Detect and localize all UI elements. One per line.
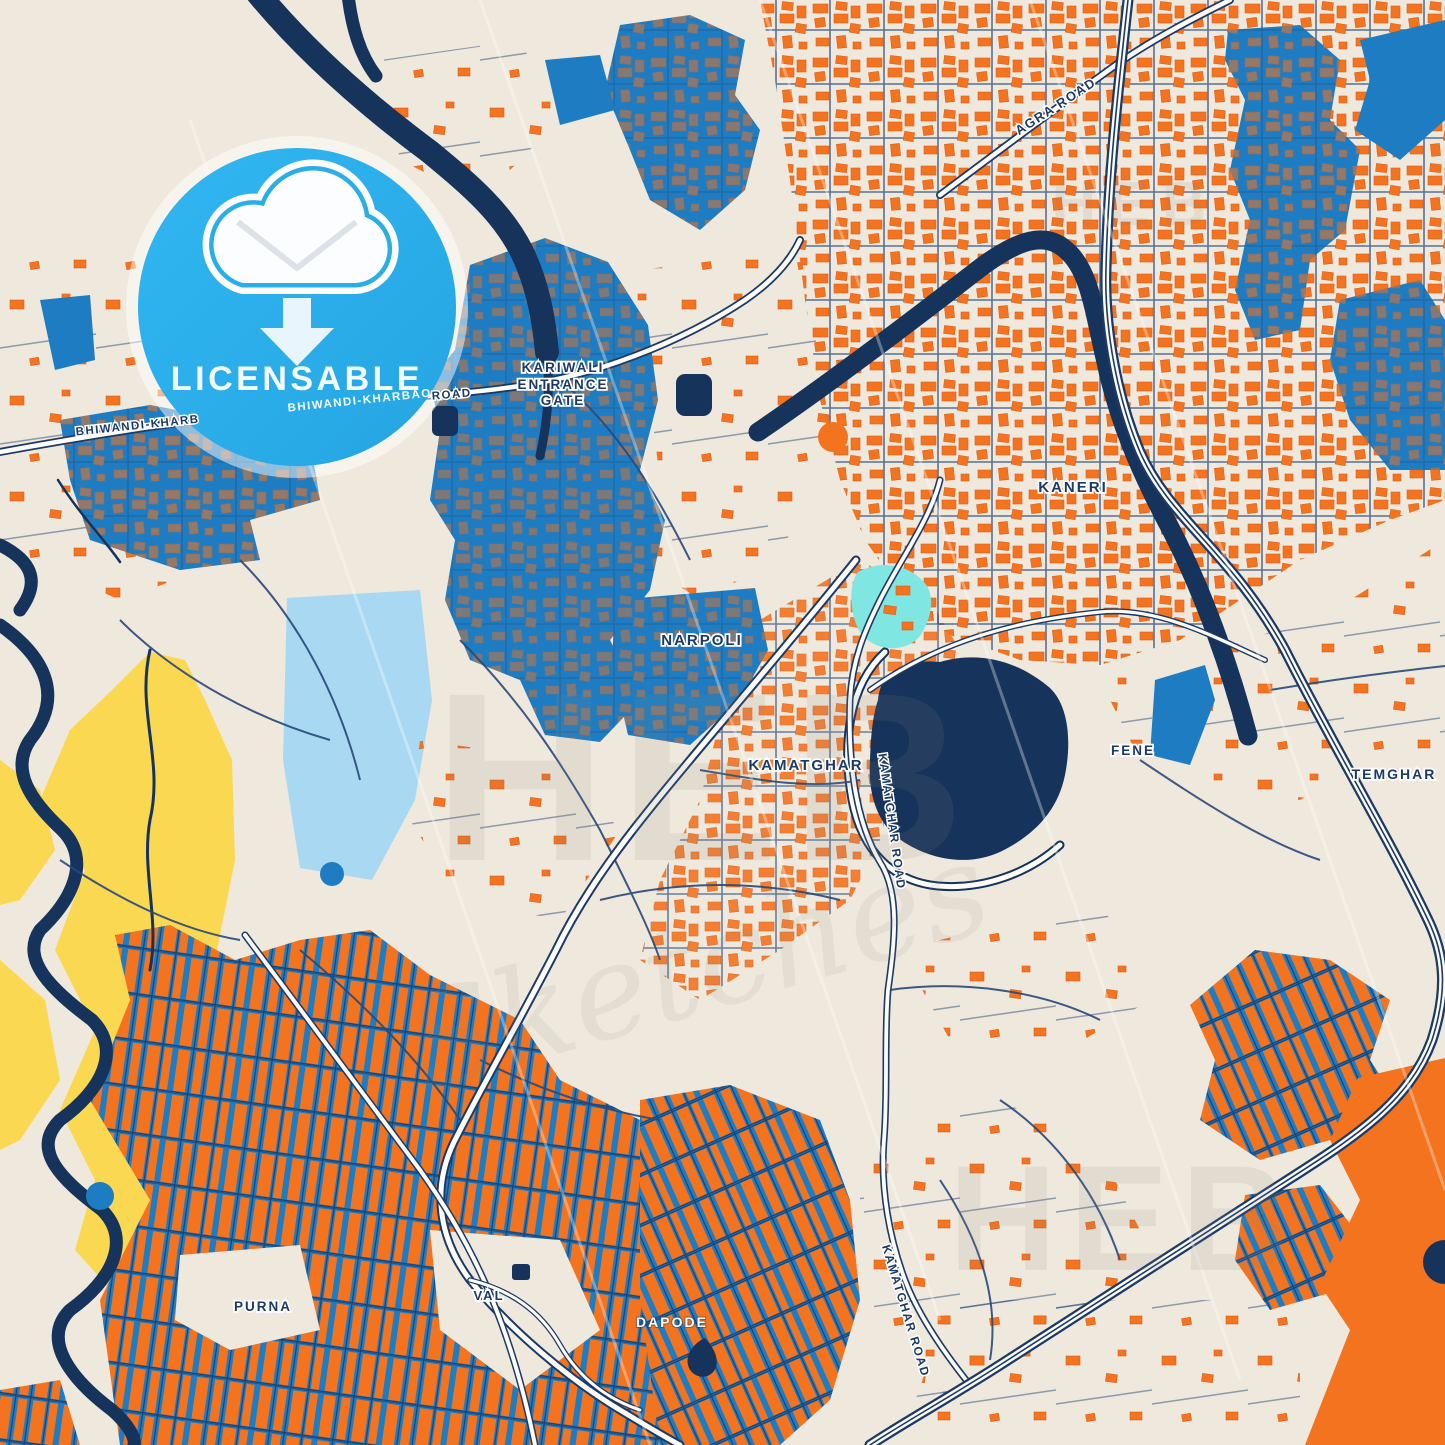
road-label-bhiwandi-fragment: ROAD	[431, 387, 472, 402]
label-kariwali-3: GATE	[541, 393, 586, 408]
label-kariwali-2: ENTRANCE	[517, 377, 608, 392]
watermark-heb-center: HEB	[434, 643, 977, 911]
label-fene: FENE	[1111, 743, 1155, 758]
pond-navy-edge	[1423, 1240, 1445, 1284]
river-topleft-tail	[535, 347, 553, 461]
farm-strip-areas	[0, 925, 1390, 1445]
pond-navy-small	[512, 1264, 530, 1280]
pond-teardrop	[687, 1338, 717, 1377]
pond-blue-2	[86, 1182, 114, 1210]
pond-orange	[818, 422, 848, 452]
label-temghar: TEMGHAR	[1352, 766, 1437, 782]
label-purna: PURNA	[234, 1299, 292, 1314]
pond-blue-1	[320, 862, 344, 886]
landuse-lightblue-region	[283, 590, 432, 880]
place-labels: KARIWALI ENTRANCE GATE NARPOLI KAMATGHAR…	[232, 358, 1437, 1331]
orange-region-bottom-right	[1305, 1058, 1445, 1445]
urban-blue-patches	[40, 15, 1445, 765]
river-topleft	[247, 0, 559, 364]
label-val: VAL	[473, 1288, 504, 1303]
label-kariwali-1: KARIWALI	[522, 360, 605, 375]
label-narpoli: NARPOLI	[661, 632, 743, 649]
watermark-heb-bottomright: HEB	[949, 1134, 1302, 1302]
river-upper-right	[748, 230, 1258, 746]
river-left-edge	[0, 538, 38, 617]
badge-label: LICENSABLE	[171, 360, 423, 398]
label-dapode: DAPODE	[636, 1314, 708, 1330]
download-arrow-icon	[260, 298, 334, 366]
watermark-heb-topright: HEB	[1052, 170, 1219, 239]
rivers-group	[0, 0, 1258, 1445]
lake-main	[869, 657, 1069, 860]
licensable-badge[interactable]: LICENSABLE	[126, 136, 468, 478]
minor-streets	[59, 379, 1445, 1361]
label-kaneri: KANERI	[1038, 479, 1108, 496]
pond-navy-rect-1	[676, 374, 712, 416]
label-kamatghar: KAMATGHAR	[748, 757, 863, 774]
expressway	[864, 0, 1445, 1445]
pond-navy-rect-2	[432, 406, 458, 436]
water-bodies	[86, 374, 1445, 1377]
cloud-download-icon	[202, 159, 399, 366]
